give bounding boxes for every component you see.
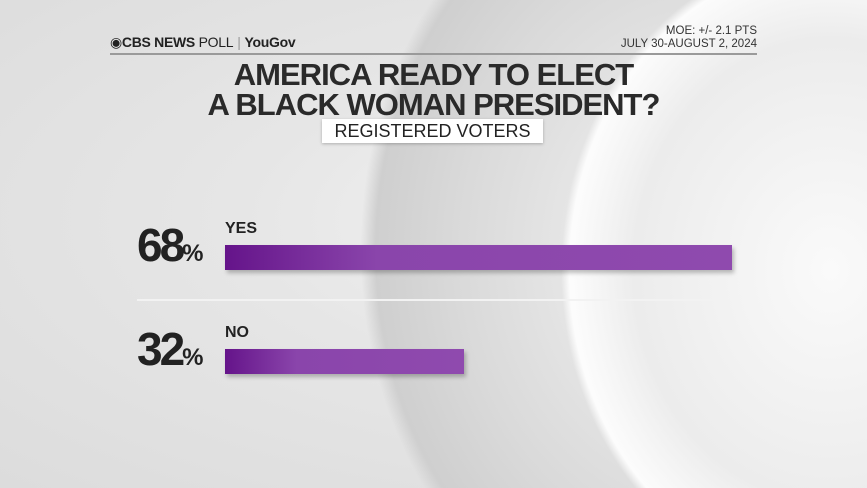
header-rule [110, 53, 757, 55]
chart-subtitle: REGISTERED VOTERS [322, 119, 543, 143]
cbs-news-poll-logo: ◉CBS NEWS POLL | YouGov [110, 34, 296, 51]
poll-info: MOE: +/- 2.1 PTS JULY 30-AUGUST 2, 2024 [621, 25, 757, 51]
title-line-1: AMERICA READY TO ELECT [233, 57, 634, 92]
cbs-eye-icon: ◉ [110, 34, 122, 50]
title-line-2: A BLACK WOMAN PRESIDENT? [207, 87, 661, 122]
value-number: 68 [137, 219, 185, 271]
bar-yes [225, 245, 732, 270]
margin-of-error: MOE: +/- 2.1 PTS [665, 25, 757, 37]
brand-suffix: POLL [198, 34, 234, 50]
bar-no [225, 349, 464, 374]
chart-title: AMERICA READY TO ELECT A BLACK WOMAN PRE… [150, 57, 717, 122]
logo-separator: | [237, 34, 241, 50]
brand: CBS NEWS [121, 34, 195, 50]
percent-sign: % [182, 344, 204, 371]
value-label: 32% [137, 323, 223, 384]
row-divider [137, 299, 730, 301]
percent-sign: % [182, 240, 204, 267]
value-label: 68% [137, 219, 223, 280]
poll-dates: JULY 30-AUGUST 2, 2024 [620, 38, 757, 50]
category-label: YES [225, 220, 258, 237]
value-number: 32 [137, 323, 185, 375]
partner-logo: YouGov [244, 34, 296, 50]
category-label: NO [225, 324, 249, 341]
